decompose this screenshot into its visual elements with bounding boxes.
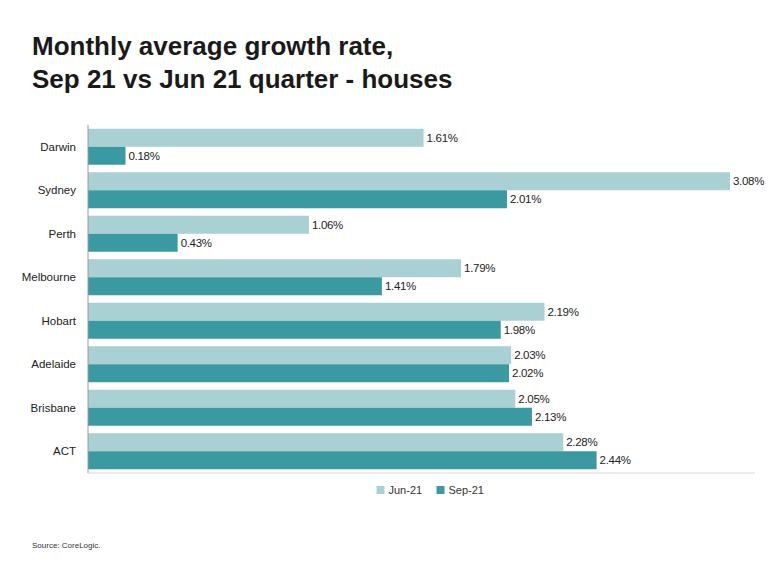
data-label: 2.01% [510, 193, 541, 205]
chart-title: Monthly average growth rate,Sep 21 vs Ju… [32, 31, 453, 94]
legend-label: Jun-21 [389, 484, 423, 496]
data-label: 2.05% [518, 393, 549, 405]
bar [88, 277, 382, 295]
bar [88, 390, 515, 408]
bar [88, 433, 563, 451]
data-label: 2.02% [512, 367, 543, 379]
bar [88, 259, 461, 277]
bars [88, 129, 730, 470]
bar [88, 172, 730, 190]
legend-label: Sep-21 [449, 484, 484, 496]
data-label: 1.98% [504, 324, 535, 336]
category-label: Brisbane [31, 402, 76, 414]
data-label: 2.19% [547, 306, 578, 318]
data-label: 3.08% [733, 175, 764, 187]
bar [88, 321, 501, 339]
data-label: 2.28% [566, 436, 597, 448]
value-axis-line [88, 473, 755, 474]
category-label: ACT [53, 445, 76, 457]
bar [88, 147, 126, 165]
category-axis-line [88, 125, 89, 473]
bar [88, 216, 309, 234]
data-label: 0.43% [181, 237, 212, 249]
data-label: 1.61% [427, 132, 458, 144]
bar [88, 234, 178, 252]
data-labels: 1.61% 3.08% 1.06% 1.79% 2.19% 2.03% 2.05% 2.28%… [129, 132, 765, 467]
legend-swatch [377, 486, 385, 494]
category-label: Sydney [38, 184, 77, 196]
category-label: Adelaide [31, 358, 76, 370]
title-line: Sep 21 vs Jun 21 quarter - houses [32, 64, 453, 94]
data-label: 2.13% [535, 411, 566, 423]
bar [88, 190, 507, 208]
title-line: Monthly average growth rate, [32, 31, 393, 61]
bar [88, 129, 424, 147]
data-label: 1.06% [312, 219, 343, 231]
category-label: Darwin [40, 141, 76, 153]
bar [88, 346, 511, 364]
data-label: 0.18% [129, 150, 160, 162]
category-label: Melbourne [22, 271, 76, 283]
category-label: Hobart [41, 315, 76, 327]
category-label: Perth [49, 228, 77, 240]
bar [88, 303, 544, 321]
data-label: 2.44% [600, 454, 631, 466]
data-label: 2.03% [514, 349, 545, 361]
bar [88, 408, 532, 426]
data-label: 1.79% [464, 262, 495, 274]
chart-root: Monthly average growth rate,Sep 21 vs Ju… [0, 0, 768, 567]
source-note: Source: CoreLogic. [32, 541, 100, 550]
data-label: 1.41% [385, 280, 416, 292]
chart-svg: Monthly average growth rate,Sep 21 vs Ju… [0, 0, 768, 567]
bar [88, 364, 509, 382]
legend-swatch [437, 486, 445, 494]
bar [88, 451, 597, 469]
legend: Jun-21 Sep-21 [377, 484, 484, 496]
